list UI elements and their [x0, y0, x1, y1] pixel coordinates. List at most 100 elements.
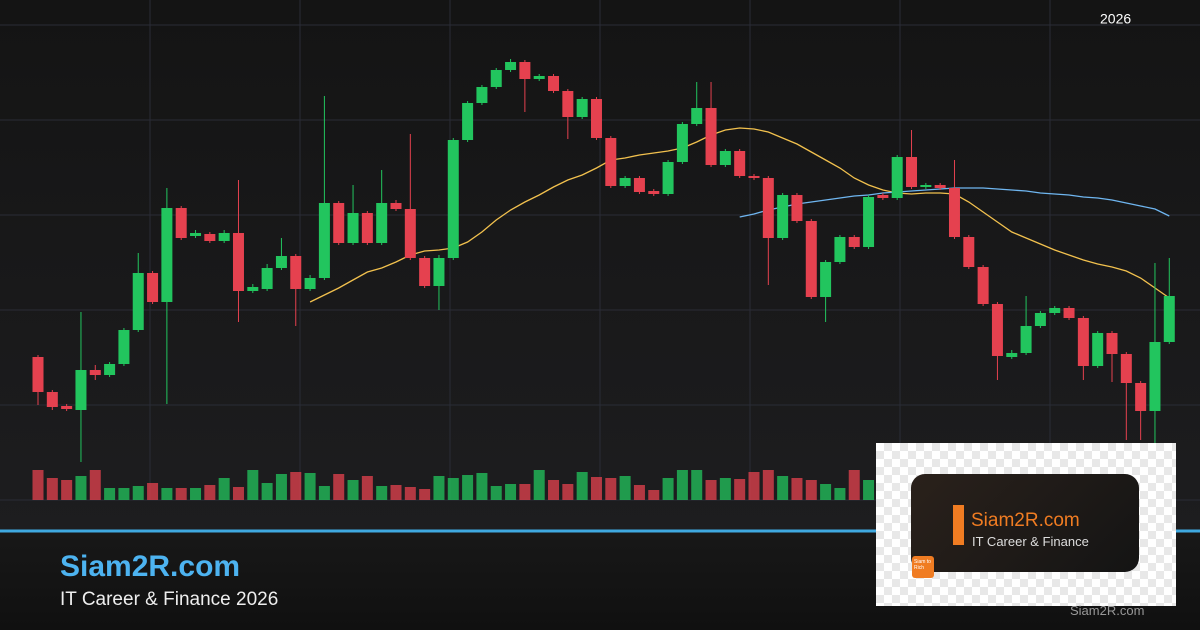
candle-body	[1120, 354, 1132, 383]
logo-bar	[953, 505, 964, 545]
logo-badge: Siam to Rich	[912, 556, 934, 578]
candle-body	[1063, 308, 1075, 318]
candle-body	[333, 203, 345, 243]
candle-body	[1106, 333, 1118, 354]
brand-title: Siam2R.com	[60, 550, 240, 583]
candle-body	[748, 176, 760, 178]
volume-bar	[61, 480, 73, 500]
candle-body	[204, 234, 216, 241]
candle-body	[190, 233, 202, 236]
candle-body	[476, 87, 488, 103]
candle-body	[376, 203, 388, 243]
candle-body	[719, 151, 731, 165]
candle-body	[275, 256, 287, 268]
candle-body	[147, 273, 159, 302]
candle-body	[104, 364, 116, 375]
candle-body	[247, 287, 259, 291]
candle-body	[1135, 383, 1147, 411]
logo-title: Siam2R.com	[971, 510, 1080, 531]
candle-body	[1092, 333, 1104, 366]
volume-bar	[476, 473, 488, 500]
volume-bar	[104, 488, 116, 500]
candle-body	[175, 208, 187, 238]
volume-bar	[490, 486, 502, 500]
volume-bar	[190, 488, 202, 500]
candle-body	[1149, 342, 1161, 411]
volume-bar	[691, 470, 703, 500]
volume-bar	[863, 480, 875, 500]
volume-bar	[576, 472, 588, 500]
candle-body	[519, 62, 531, 79]
volume-bar	[361, 476, 373, 500]
volume-bar	[834, 488, 846, 500]
volume-bar	[347, 480, 359, 500]
candle-body	[61, 406, 73, 409]
volume-bar	[376, 486, 388, 500]
volume-bar	[204, 485, 216, 500]
volume-bar	[304, 473, 316, 500]
candle-body	[762, 178, 774, 238]
volume-bar	[333, 474, 345, 500]
volume-bar	[820, 484, 832, 500]
candle-body	[533, 76, 545, 79]
candle-body	[318, 203, 330, 278]
volume-bar	[89, 470, 101, 500]
logo-overlay: Siam2R.com IT Career & Finance Siam to R…	[876, 443, 1176, 618]
volume-bar	[676, 470, 688, 500]
candle-body	[304, 278, 316, 289]
watermark: Siam2R.com	[1070, 603, 1145, 618]
candle-body	[1020, 326, 1032, 353]
volume-bar	[777, 476, 789, 500]
candle-body	[218, 233, 230, 241]
logo-subtitle: IT Career & Finance	[972, 534, 1089, 549]
volume-bar	[462, 475, 474, 500]
volume-bar	[805, 480, 817, 500]
candle-body	[75, 370, 87, 410]
candle-body	[877, 195, 889, 198]
brand-subtitle: IT Career & Finance 2026	[60, 589, 278, 610]
candle-body	[791, 195, 803, 221]
candle-body	[848, 237, 860, 247]
candle-body	[734, 151, 746, 176]
candle-body	[576, 99, 588, 117]
candle-body	[1077, 318, 1089, 366]
candle-body	[433, 258, 445, 286]
volume-bar	[519, 484, 531, 500]
volume-bar	[132, 486, 144, 500]
candle-body	[361, 213, 373, 243]
volume-bar	[433, 476, 445, 500]
volume-bar	[118, 488, 130, 500]
candle-body	[834, 237, 846, 262]
volume-bar	[719, 478, 731, 500]
candle-body	[232, 233, 244, 291]
candle-body	[805, 221, 817, 297]
year-label: 2026	[1100, 11, 1131, 27]
volume-bar	[791, 478, 803, 500]
candle-body	[863, 197, 875, 247]
candle-body	[691, 108, 703, 124]
candle-body	[1163, 296, 1175, 342]
candle-body	[132, 273, 144, 330]
candle-body	[118, 330, 130, 364]
candle-body	[290, 256, 302, 289]
candle-body	[419, 258, 431, 286]
volume-bar	[419, 489, 431, 500]
candle-body	[891, 157, 903, 198]
volume-bar	[318, 486, 330, 500]
volume-bar	[748, 472, 760, 500]
volume-bar	[218, 478, 230, 500]
candle-body	[447, 140, 459, 258]
candle-body	[948, 188, 960, 237]
volume-bar	[633, 485, 645, 500]
candle-body	[963, 237, 975, 267]
volume-bar	[175, 488, 187, 500]
candle-body	[1006, 353, 1018, 357]
candle-body	[261, 268, 273, 289]
candle-body	[920, 185, 932, 187]
candle-body	[161, 208, 173, 302]
volume-bar	[505, 484, 517, 500]
candle-body	[676, 124, 688, 162]
volume-bar	[161, 488, 173, 500]
volume-bar	[619, 476, 631, 500]
